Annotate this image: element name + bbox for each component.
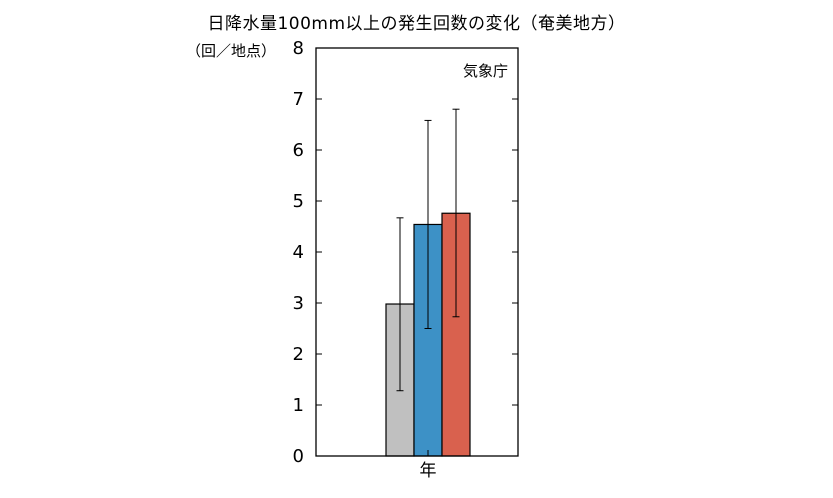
y-tick-label-0: 0: [293, 446, 304, 467]
y-tick-label-4: 4: [293, 242, 304, 263]
x-category-label: 年: [420, 461, 437, 481]
y-tick-label-3: 3: [293, 293, 304, 314]
y-axis-unit-label: （回／地点）: [186, 42, 277, 60]
y-tick-label-8: 8: [293, 38, 304, 59]
y-tick-label-5: 5: [293, 191, 304, 212]
y-tick-label-7: 7: [293, 89, 304, 110]
y-tick-label-2: 2: [293, 344, 304, 365]
y-tick-label-6: 6: [293, 140, 304, 161]
source-label: 気象庁: [463, 62, 508, 80]
y-tick-label-1: 1: [293, 395, 304, 416]
chart-title: 日降水量100mm以上の発生回数の変化（奄美地方）: [207, 14, 626, 34]
